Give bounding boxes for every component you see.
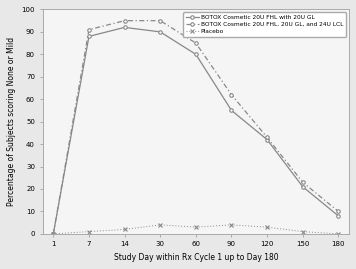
- BOTOX Cosmetic 20U FHL with 20U GL: [194, 53, 198, 56]
- Line: Placebo: Placebo: [51, 223, 340, 236]
- BOTOX Cosmetic 20U FHL, 20U GL, and 24U LCL: [229, 93, 234, 96]
- Placebo: [336, 232, 340, 235]
- Placebo: [300, 230, 305, 233]
- BOTOX Cosmetic 20U FHL with 20U GL: [229, 109, 234, 112]
- BOTOX Cosmetic 20U FHL, 20U GL, and 24U LCL: [87, 28, 91, 31]
- BOTOX Cosmetic 20U FHL with 20U GL: [51, 232, 56, 235]
- BOTOX Cosmetic 20U FHL, 20U GL, and 24U LCL: [122, 19, 127, 22]
- BOTOX Cosmetic 20U FHL with 20U GL: [158, 30, 162, 34]
- BOTOX Cosmetic 20U FHL with 20U GL: [300, 185, 305, 188]
- BOTOX Cosmetic 20U FHL with 20U GL: [336, 214, 340, 218]
- BOTOX Cosmetic 20U FHL with 20U GL: [122, 26, 127, 29]
- BOTOX Cosmetic 20U FHL, 20U GL, and 24U LCL: [194, 41, 198, 45]
- Placebo: [122, 228, 127, 231]
- BOTOX Cosmetic 20U FHL, 20U GL, and 24U LCL: [51, 232, 56, 235]
- BOTOX Cosmetic 20U FHL, 20U GL, and 24U LCL: [158, 19, 162, 22]
- Placebo: [229, 223, 234, 226]
- Y-axis label: Percentage of Subjects scoring None or Mild: Percentage of Subjects scoring None or M…: [7, 37, 16, 206]
- Line: BOTOX Cosmetic 20U FHL with 20U GL: BOTOX Cosmetic 20U FHL with 20U GL: [52, 26, 340, 236]
- BOTOX Cosmetic 20U FHL, 20U GL, and 24U LCL: [336, 210, 340, 213]
- BOTOX Cosmetic 20U FHL with 20U GL: [87, 35, 91, 38]
- Placebo: [194, 225, 198, 229]
- Line: BOTOX Cosmetic 20U FHL, 20U GL, and 24U LCL: BOTOX Cosmetic 20U FHL, 20U GL, and 24U …: [52, 19, 340, 236]
- Placebo: [158, 223, 162, 226]
- Placebo: [87, 230, 91, 233]
- X-axis label: Study Day within Rx Cycle 1 up to Day 180: Study Day within Rx Cycle 1 up to Day 18…: [114, 253, 278, 262]
- BOTOX Cosmetic 20U FHL, 20U GL, and 24U LCL: [265, 136, 269, 139]
- Placebo: [51, 232, 56, 235]
- BOTOX Cosmetic 20U FHL, 20U GL, and 24U LCL: [300, 180, 305, 184]
- BOTOX Cosmetic 20U FHL with 20U GL: [265, 138, 269, 141]
- Placebo: [265, 225, 269, 229]
- Legend: BOTOX Cosmetic 20U FHL with 20U GL, BOTOX Cosmetic 20U FHL, 20U GL, and 24U LCL,: BOTOX Cosmetic 20U FHL with 20U GL, BOTO…: [183, 12, 346, 37]
